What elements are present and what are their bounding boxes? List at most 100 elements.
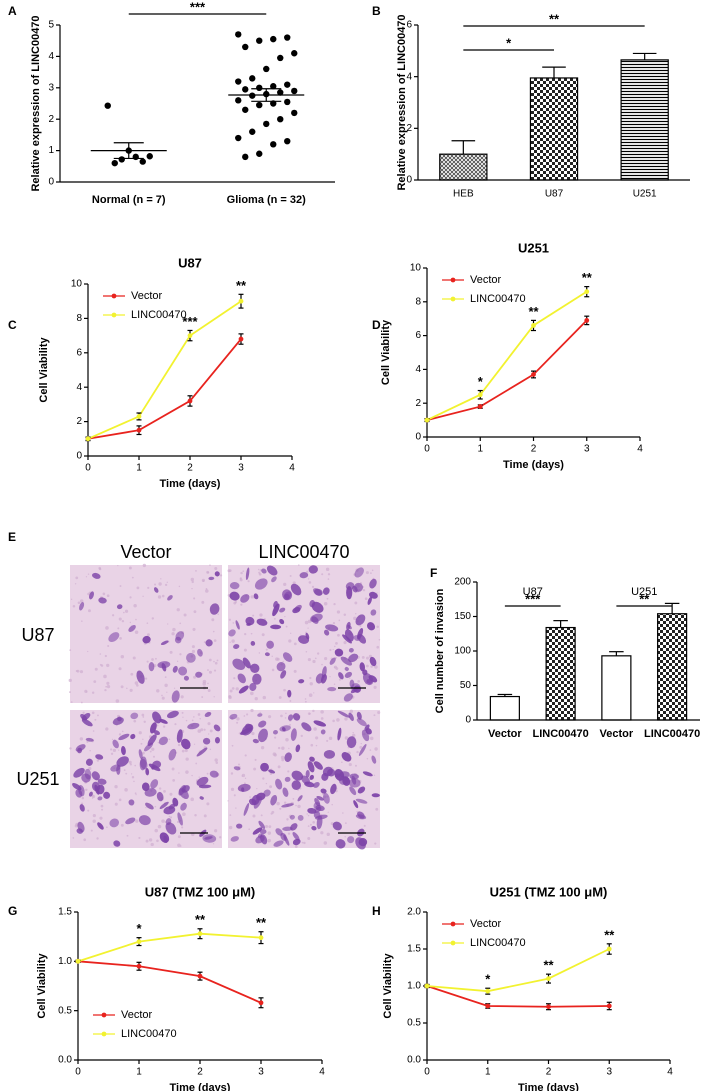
texture — [336, 718, 340, 722]
texture — [213, 660, 215, 663]
y-axis-label: Cell Viability — [36, 953, 48, 1019]
cell — [89, 591, 94, 600]
cell — [349, 773, 359, 780]
cell — [140, 758, 148, 770]
texture — [81, 796, 85, 800]
texture — [250, 708, 254, 713]
image-background — [70, 565, 222, 703]
data-point — [277, 54, 284, 62]
panel-label: A — [8, 4, 17, 18]
texture — [201, 600, 205, 604]
bar — [601, 655, 632, 721]
data-point — [284, 98, 291, 106]
texture — [195, 569, 197, 572]
texture — [120, 685, 124, 689]
texture — [249, 796, 251, 798]
cell — [313, 720, 327, 727]
texture — [314, 657, 317, 660]
texture — [353, 616, 357, 621]
x-tick-label: 3 — [238, 463, 244, 474]
y-axis-label: Cell number of invasion — [434, 588, 446, 713]
cell — [130, 712, 139, 720]
cell — [73, 767, 85, 778]
data-point — [249, 128, 256, 135]
cell — [181, 738, 191, 750]
texture — [233, 677, 236, 680]
texture — [129, 596, 132, 599]
texture — [336, 610, 341, 614]
cell — [255, 835, 265, 844]
texture — [373, 774, 376, 777]
texture — [276, 801, 280, 806]
cell — [264, 652, 270, 657]
y-axis-label: Cell Viability — [38, 337, 50, 403]
significance-label: ** — [549, 11, 560, 26]
cell — [275, 778, 283, 790]
cell — [291, 770, 304, 781]
texture — [297, 804, 301, 809]
texture — [244, 754, 247, 757]
cell — [77, 747, 83, 754]
texture — [156, 689, 160, 693]
texture — [307, 619, 312, 624]
texture — [203, 641, 206, 644]
texture — [374, 747, 378, 751]
x-tick-label: Vector — [488, 728, 522, 740]
texture — [279, 807, 282, 810]
series-line — [77, 932, 262, 963]
texture — [292, 581, 296, 585]
texture — [321, 663, 323, 666]
texture — [252, 614, 255, 617]
texture — [312, 709, 315, 713]
texture — [229, 641, 231, 643]
significance-label: ** — [236, 278, 247, 293]
bar — [529, 77, 579, 181]
cell — [348, 712, 354, 721]
texture — [171, 632, 175, 636]
texture — [134, 630, 139, 634]
texture — [106, 663, 110, 668]
texture — [177, 843, 181, 848]
micrograph — [69, 710, 222, 848]
texture — [320, 710, 324, 714]
texture — [247, 580, 250, 583]
texture — [295, 804, 297, 807]
texture — [192, 627, 196, 631]
data-point — [277, 89, 284, 96]
texture — [105, 727, 109, 731]
cell — [358, 744, 367, 756]
data-point — [424, 983, 430, 989]
y-tick-label: 1.5 — [407, 944, 421, 955]
texture — [118, 749, 120, 751]
texture — [344, 717, 348, 721]
texture — [374, 842, 377, 845]
texture — [141, 713, 145, 717]
texture — [261, 633, 265, 637]
texture — [325, 567, 330, 572]
texture — [185, 757, 189, 761]
texture — [251, 731, 255, 736]
cell — [353, 800, 359, 809]
cell — [145, 802, 154, 810]
texture — [193, 675, 197, 679]
texture — [105, 685, 108, 688]
cell — [332, 821, 342, 831]
legend-marker — [450, 921, 456, 927]
cell — [116, 756, 129, 767]
texture — [241, 773, 246, 778]
texture — [244, 633, 247, 636]
texture — [77, 601, 81, 605]
cell — [253, 593, 259, 600]
cell — [282, 589, 293, 601]
texture — [344, 822, 347, 825]
texture — [234, 600, 238, 604]
chart-title: U87 (TMZ 100 μM) — [145, 884, 256, 899]
cell — [214, 736, 220, 744]
texture — [288, 747, 290, 750]
panel-label: B — [372, 4, 381, 18]
texture — [161, 696, 165, 700]
texture — [191, 645, 195, 649]
cell — [314, 806, 322, 813]
x-tick-label: 0 — [85, 463, 91, 474]
significance-label: ** — [256, 915, 267, 930]
